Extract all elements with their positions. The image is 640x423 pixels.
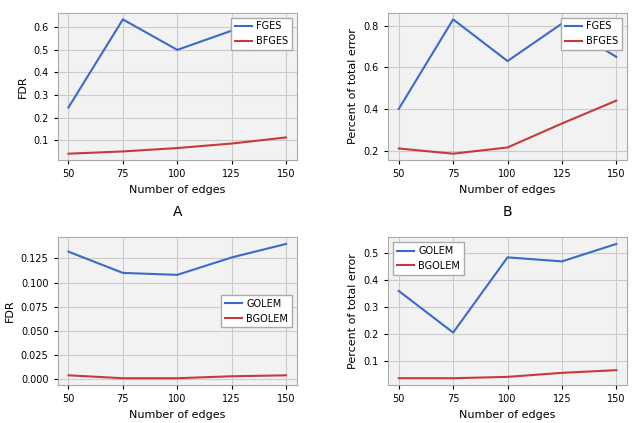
BGOLEM [558, 370, 566, 375]
BGOLEM [65, 373, 72, 378]
Line: FGES: FGES [68, 19, 286, 107]
GOLEM [228, 255, 236, 260]
Line: GOLEM: GOLEM [68, 244, 286, 275]
GOLEM [282, 242, 290, 247]
Legend: FGES, BFGES: FGES, BFGES [561, 17, 622, 50]
FGES [173, 47, 181, 52]
Line: FGES: FGES [399, 19, 616, 109]
BGOLEM [449, 376, 457, 381]
X-axis label: Number of edges: Number of edges [129, 409, 225, 420]
FGES [612, 54, 620, 59]
Line: BGOLEM: BGOLEM [68, 375, 286, 378]
FGES [282, 29, 290, 34]
FGES [228, 28, 236, 33]
BFGES [612, 98, 620, 103]
Legend: FGES, BFGES: FGES, BFGES [231, 17, 292, 50]
BGOLEM [395, 376, 403, 381]
GOLEM [449, 330, 457, 335]
Line: GOLEM: GOLEM [399, 244, 616, 332]
BGOLEM [282, 373, 290, 378]
Legend: GOLEM, BGOLEM: GOLEM, BGOLEM [393, 242, 464, 275]
Text: B: B [503, 205, 513, 219]
FGES [119, 17, 127, 22]
Y-axis label: Percent of total error: Percent of total error [348, 29, 358, 145]
BFGES [119, 149, 127, 154]
BFGES [395, 146, 403, 151]
BGOLEM [228, 374, 236, 379]
X-axis label: Number of edges: Number of edges [129, 185, 225, 195]
FGES [449, 17, 457, 22]
BGOLEM [504, 374, 511, 379]
BFGES [449, 151, 457, 156]
BFGES [282, 135, 290, 140]
Y-axis label: Percent of total error: Percent of total error [348, 253, 358, 369]
BFGES [504, 145, 511, 150]
GOLEM [65, 249, 72, 254]
Legend: GOLEM, BGOLEM: GOLEM, BGOLEM [221, 295, 292, 327]
Line: BFGES: BFGES [399, 101, 616, 154]
GOLEM [395, 288, 403, 294]
GOLEM [504, 255, 511, 260]
BFGES [173, 146, 181, 151]
BFGES [228, 141, 236, 146]
X-axis label: Number of edges: Number of edges [460, 185, 556, 195]
BFGES [558, 121, 566, 126]
GOLEM [119, 270, 127, 275]
GOLEM [173, 272, 181, 277]
BGOLEM [173, 376, 181, 381]
GOLEM [612, 242, 620, 247]
Text: A: A [173, 205, 182, 219]
Line: BFGES: BFGES [68, 137, 286, 154]
FGES [395, 107, 403, 112]
FGES [65, 105, 72, 110]
FGES [558, 21, 566, 26]
Line: BGOLEM: BGOLEM [399, 370, 616, 378]
FGES [504, 58, 511, 63]
GOLEM [558, 259, 566, 264]
BFGES [65, 151, 72, 156]
BGOLEM [119, 376, 127, 381]
X-axis label: Number of edges: Number of edges [460, 409, 556, 420]
Y-axis label: FDR: FDR [18, 75, 28, 98]
BGOLEM [612, 368, 620, 373]
Y-axis label: FDR: FDR [5, 300, 15, 322]
